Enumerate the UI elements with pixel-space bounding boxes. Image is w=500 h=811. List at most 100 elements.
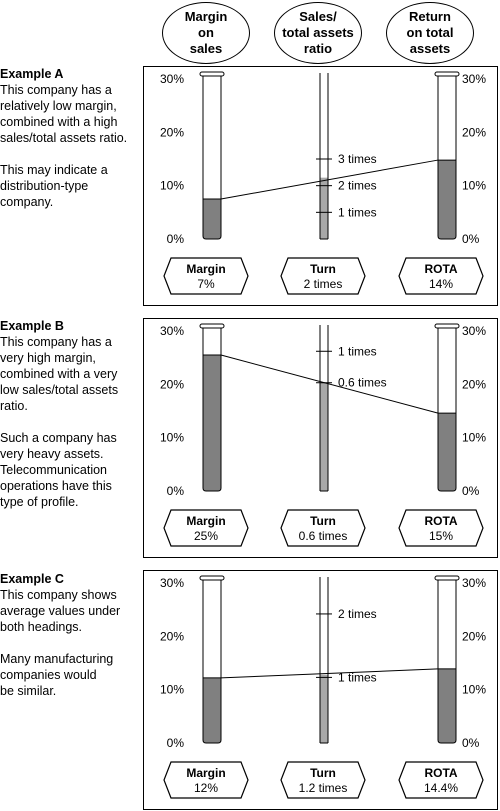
box-title: Turn (310, 262, 336, 276)
margin-value-box: Margin 25% (163, 509, 249, 547)
right-axis-tick: 20% (462, 629, 486, 643)
box-title: ROTA (424, 766, 458, 780)
right-axis-tick: 30% (462, 576, 486, 590)
box-value: 25% (193, 529, 219, 543)
right-axis-tick: 0% (462, 232, 480, 246)
turn-tube (319, 73, 329, 240)
left-axis-tick: 20% (160, 125, 184, 139)
left-axis-tick: 30% (160, 72, 184, 86)
rota-test-tube (434, 323, 460, 492)
example-c-description: Example C This company shows average valu… (0, 571, 140, 699)
margin-value-box: Margin 7% (163, 257, 249, 295)
margin-value-box: Margin 12% (163, 761, 249, 799)
margin-test-tube (199, 323, 225, 492)
turn-tick-label: 0.6 times (338, 376, 387, 390)
box-title: Margin (186, 514, 226, 528)
tube-fill (203, 199, 221, 239)
turn-value-box: Turn 1.2 times (280, 761, 366, 799)
left-axis-tick: 30% (160, 324, 184, 338)
box-value: 15% (428, 529, 454, 543)
sales-total-assets-ratio-header: Sales/ total assets ratio (274, 2, 362, 64)
left-axis-tick: 10% (160, 179, 184, 193)
left-axis-tick: 0% (167, 484, 185, 498)
rota-test-tube (434, 575, 460, 744)
turn-fill (320, 382, 328, 491)
turn-tick-label: 1 times (338, 205, 377, 219)
turn-tick-label: 2 times (338, 179, 377, 193)
right-axis-tick: 0% (462, 736, 480, 750)
turn-tick-label: 1 times (338, 670, 377, 684)
example-note: Many manufacturing companies would be si… (0, 652, 114, 698)
rota-test-tube (434, 71, 460, 240)
example-note: This may indicate a distribution-type co… (0, 163, 108, 209)
example-title: Example A (0, 67, 64, 81)
example-b-description: Example B This company has a very high ma… (0, 318, 140, 510)
example-a-panel: 0% 0% 10% 10% 20% 20% 30% 30% 1 times 2 times 3 ti… (143, 66, 498, 306)
tube-diagram: 0% 0% 10% 10% 20% 20% 30% 30% 1 times 2 times 3 ti… (160, 71, 486, 246)
box-title: Margin (186, 766, 226, 780)
right-axis-tick: 10% (462, 431, 486, 445)
turn-value-box: Turn 0.6 times (280, 509, 366, 547)
connecting-line (220, 159, 439, 200)
example-b-panel: 0% 0% 10% 10% 20% 20% 30% 30% 0.6 times 1 times Ma… (143, 318, 498, 558)
left-axis-tick: 0% (167, 736, 185, 750)
left-axis-tick: 10% (160, 431, 184, 445)
box-value: 14% (428, 277, 454, 291)
turn-value-box: Turn 2 times (280, 257, 366, 295)
box-value: 1.2 times (298, 781, 348, 795)
box-value: 0.6 times (298, 529, 348, 543)
right-axis-tick: 0% (462, 484, 480, 498)
tube-fill (438, 413, 456, 491)
tube-diagram: 0% 0% 10% 10% 20% 20% 30% 30% 0.6 times 1 times (160, 323, 486, 498)
tube-diagram: 0% 0% 10% 10% 20% 20% 30% 30% 1 times 2 times (160, 575, 486, 750)
tube-fill (203, 677, 221, 743)
turn-fill (320, 177, 328, 239)
return-on-total-assets-header: Return on total assets (386, 2, 474, 64)
rota-value-box: ROTA 14% (398, 257, 484, 295)
example-c-panel: 0% 0% 10% 10% 20% 20% 30% 30% 1 times 2 times Marg… (143, 570, 498, 810)
left-axis-tick: 0% (167, 232, 185, 246)
example-description: This company has a very high margin, com… (0, 335, 119, 413)
box-title: ROTA (424, 262, 458, 276)
example-note: Such a company has very heavy assets. Te… (0, 431, 117, 509)
left-axis-tick: 20% (160, 629, 184, 643)
right-axis-tick: 30% (462, 324, 486, 338)
right-axis-tick: 20% (462, 125, 486, 139)
rota-value-box: ROTA 15% (398, 509, 484, 547)
margin-test-tube (199, 575, 225, 744)
box-title: Turn (310, 766, 336, 780)
right-axis-tick: 20% (462, 377, 486, 391)
box-value: 7% (197, 277, 215, 291)
box-title: Margin (186, 262, 226, 276)
turn-tick-label: 2 times (338, 607, 377, 621)
right-axis-tick: 10% (462, 683, 486, 697)
right-axis-tick: 10% (462, 179, 486, 193)
box-title: Turn (310, 514, 336, 528)
turn-tick-label: 3 times (338, 152, 377, 166)
margin-test-tube (199, 71, 225, 240)
connecting-line (220, 354, 439, 414)
example-title: Example B (0, 319, 64, 333)
box-value: 12% (193, 781, 219, 795)
turn-tube (319, 325, 329, 492)
tube-fill (438, 668, 456, 743)
right-axis-tick: 30% (462, 72, 486, 86)
box-value: 14.4% (423, 781, 459, 795)
turn-fill (320, 674, 328, 743)
left-axis-tick: 20% (160, 377, 184, 391)
tube-fill (438, 160, 456, 239)
rota-value-box: ROTA 14.4% (398, 761, 484, 799)
example-description: This company has a relatively low margin… (0, 83, 128, 145)
left-axis-tick: 30% (160, 576, 184, 590)
example-description: This company shows average values under … (0, 588, 121, 634)
left-axis-tick: 10% (160, 683, 184, 697)
connecting-line (220, 668, 439, 679)
example-title: Example C (0, 572, 64, 586)
box-value: 2 times (303, 277, 343, 291)
tube-fill (203, 355, 221, 491)
example-a-description: Example A This company has a relatively l… (0, 66, 140, 210)
margin-on-sales-header: Margin on sales (162, 2, 250, 64)
turn-tick-label: 1 times (338, 344, 377, 358)
turn-tube (319, 577, 329, 744)
box-title: ROTA (424, 514, 458, 528)
